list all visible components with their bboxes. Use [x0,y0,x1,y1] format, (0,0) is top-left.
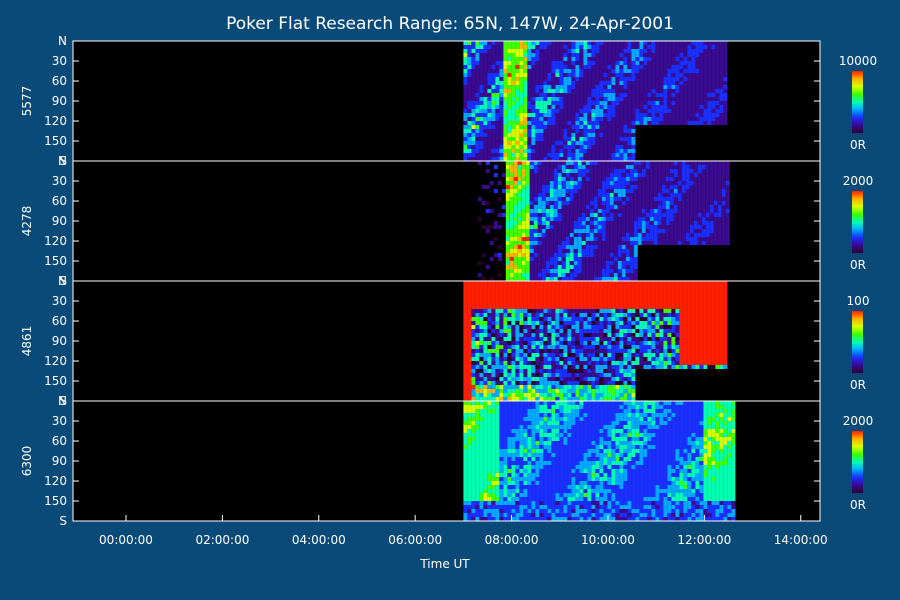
panel-ylabel: 4278 [20,206,34,237]
y-tick-label: 150 [44,134,67,148]
x-tick-label: 06:00:00 [388,533,442,547]
y-tick-label: S [59,394,67,408]
colorbar-min-label: 0R [850,378,866,392]
colorbar-max-label: 2000 [843,174,874,188]
x-tick-label: 10:00:00 [581,533,635,547]
colorbar-min-label: 0R [850,258,866,272]
y-tick-label: N [58,394,67,408]
colorbar-max-label: 10000 [839,54,877,68]
colorbar: 10000 0R [839,54,877,152]
panel-ylabel: 6300 [20,446,34,477]
y-tick-label: 90 [52,454,67,468]
panel-5577: N 30 60 90 120 150 S 5577 10000 0R [20,34,877,168]
y-tick-label: 60 [52,74,67,88]
panel-6300: N 30 60 90 120 150 S 6300 2000 0R [20,394,873,528]
y-tick-label: 30 [52,174,67,188]
panels-group: N 30 60 90 120 150 S 5577 10000 0R N 30 60 90 120 150 S 4… [20,34,877,528]
y-tick-label: 60 [52,314,67,328]
y-tick-label: 150 [44,374,67,388]
x-axis-label: Time UT [419,557,470,571]
panel-ylabel: 4861 [20,326,34,357]
panel-4861: N 30 60 90 120 150 S 4861 100 0R [20,274,869,408]
colorbar-min-label: 0R [850,498,866,512]
heatmap-cells [477,161,730,281]
colorbar: 100 0R [847,294,870,392]
colorbar-max-label: 100 [847,294,870,308]
panel-ylabel: 5577 [20,86,34,117]
y-tick-label: 120 [44,234,67,248]
colorbar: 2000 0R [843,414,874,512]
panel-4278: N 30 60 90 120 150 S 4278 2000 0R [20,154,873,288]
colorbar-gradient [852,71,863,133]
x-tick-label: 02:00:00 [195,533,249,547]
x-tick-label: 04:00:00 [292,533,346,547]
colorbar-max-label: 2000 [843,414,874,428]
y-tick-label: 120 [44,354,67,368]
y-tick-label: 90 [52,334,67,348]
y-tick-label: 150 [44,494,67,508]
heatmap-cells [463,281,728,401]
x-tick-label: 08:00:00 [485,533,539,547]
y-tick-label: N [58,274,67,288]
heatmap-cells [463,401,736,521]
x-tick-label: 12:00:00 [677,533,731,547]
y-tick-label: S [59,274,67,288]
y-tick-label: 90 [52,214,67,228]
colorbar-min-label: 0R [850,138,866,152]
y-tick-label: N [58,34,67,48]
chart-title: Poker Flat Research Range: 65N, 147W, 24… [226,14,674,34]
y-tick-label: 90 [52,94,67,108]
y-tick-label: 60 [52,194,67,208]
x-axis: 00:00:00 02:00:00 04:00:00 06:00:00 08:00:00… [99,515,828,547]
y-tick-label: N [58,154,67,168]
y-tick-label: S [59,154,67,168]
y-tick-label: 30 [52,294,67,308]
y-tick-label: 30 [52,414,67,428]
y-tick-label: 120 [44,474,67,488]
colorbar: 2000 0R [843,174,874,272]
y-tick-label: 60 [52,434,67,448]
colorbar-gradient [852,311,863,373]
colorbar-gradient [852,431,863,493]
y-tick-label: 150 [44,254,67,268]
y-tick-label: 120 [44,114,67,128]
y-tick-label: S [59,514,67,528]
x-tick-label: 00:00:00 [99,533,153,547]
heatmap-cells [463,41,728,161]
y-tick-label: 30 [52,54,67,68]
colorbar-gradient [852,191,863,253]
x-tick-label: 14:00:00 [774,533,828,547]
